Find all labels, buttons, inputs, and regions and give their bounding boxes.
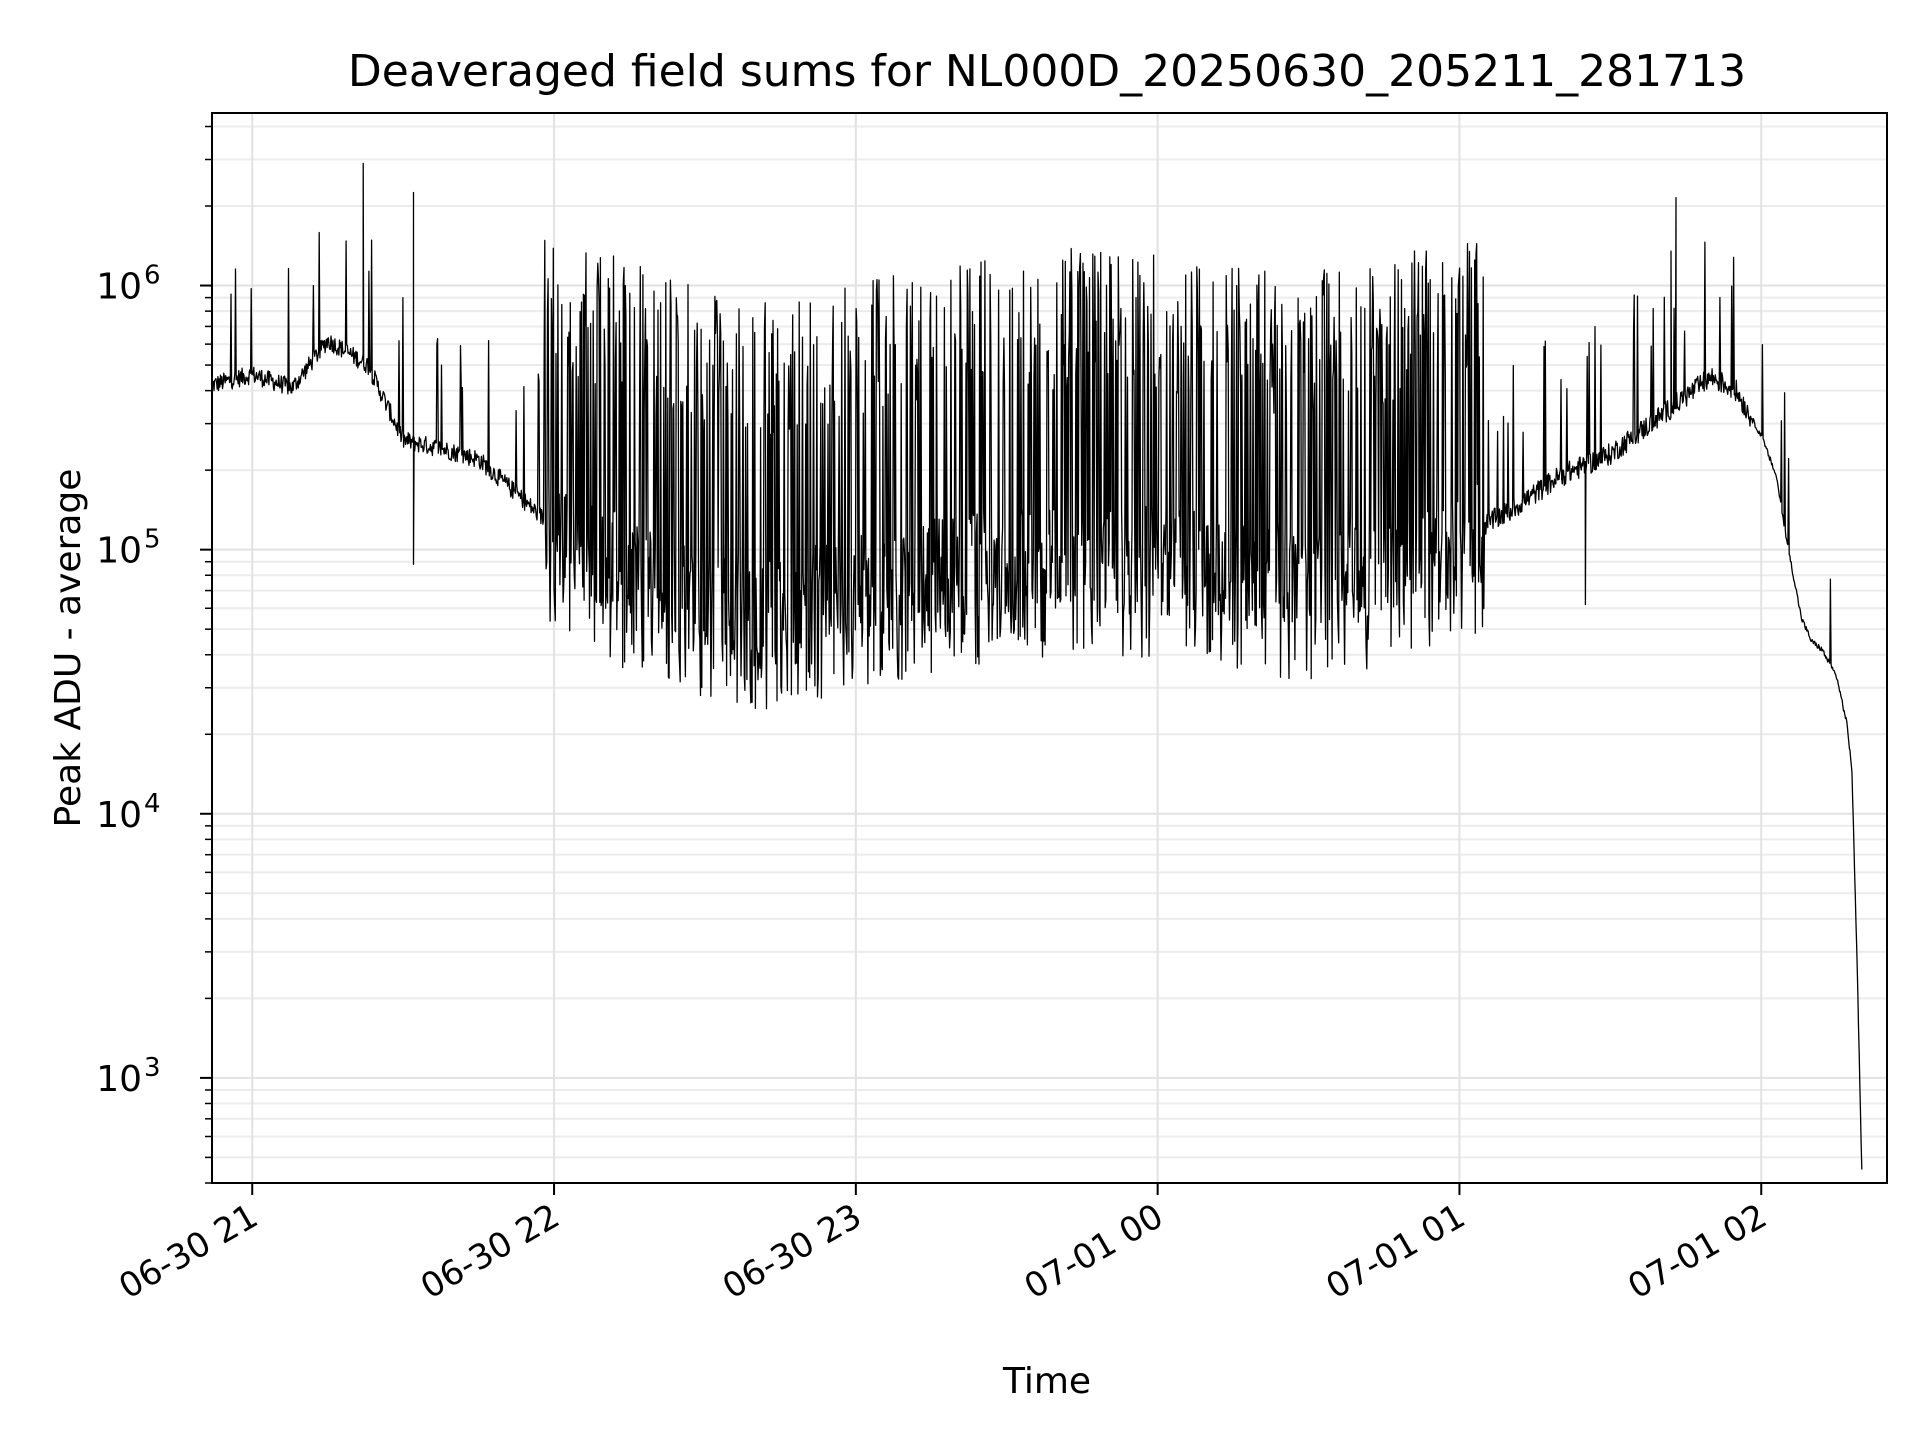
y-tick-label: 10 <box>96 795 142 836</box>
y-tick-label: 10 <box>96 1059 142 1100</box>
minor-gridlines <box>212 125 1887 1184</box>
chart-title: Deaveraged field sums for NL000D_2025063… <box>348 46 1746 97</box>
y-tick-label: 10 <box>96 267 142 308</box>
plot-frame <box>211 112 1888 1184</box>
y-tick-label-exponent: 6 <box>144 261 161 291</box>
data-series-line <box>211 162 1863 1170</box>
y-tick-label-exponent: 4 <box>144 789 161 819</box>
y-tick-label-exponent: 3 <box>144 1053 161 1083</box>
y-tick-label-exponent: 5 <box>144 525 161 555</box>
y-axis-label: Peak ADU - average <box>48 469 89 828</box>
data-layer <box>211 162 1863 1170</box>
y-tick-label: 10 <box>96 531 142 572</box>
x-axis-label: Time <box>1002 1361 1091 1402</box>
